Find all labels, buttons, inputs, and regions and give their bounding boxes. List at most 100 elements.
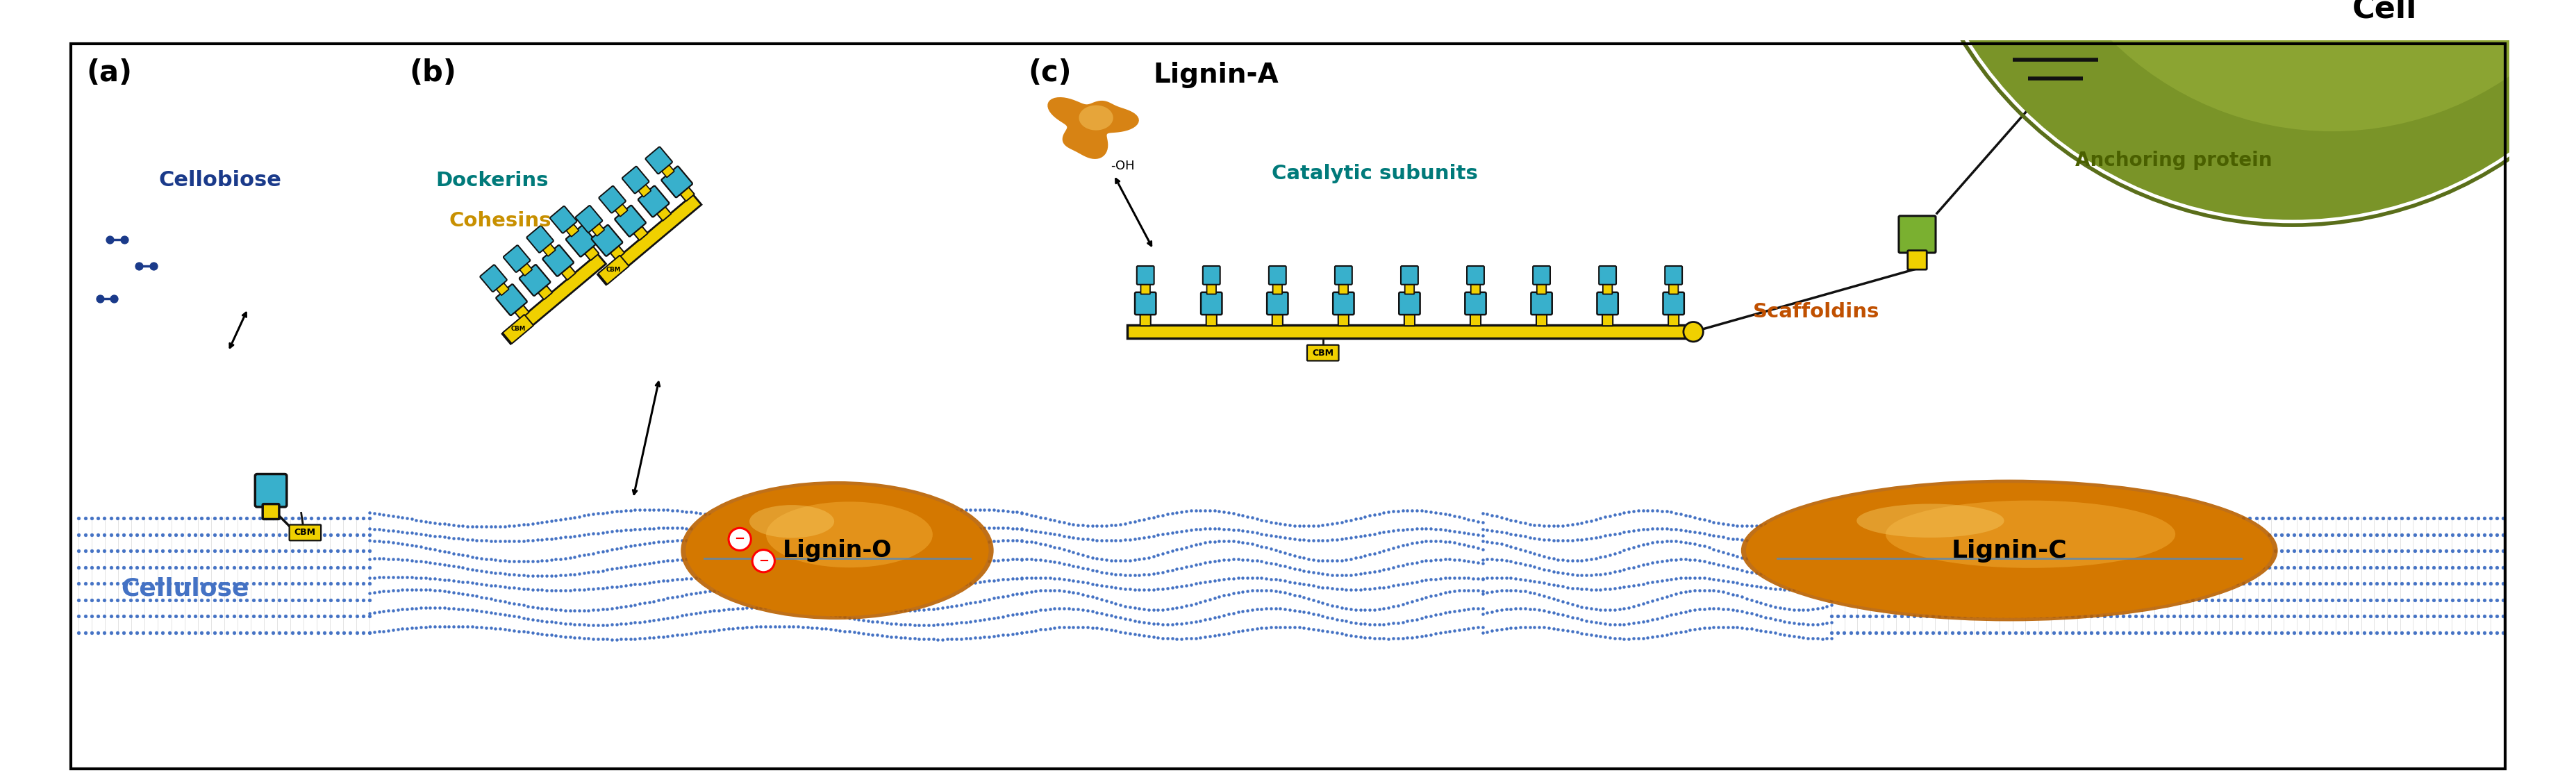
FancyBboxPatch shape bbox=[538, 284, 551, 299]
FancyBboxPatch shape bbox=[598, 186, 626, 213]
Bar bbox=[502, 254, 605, 344]
FancyBboxPatch shape bbox=[1538, 283, 1546, 294]
FancyBboxPatch shape bbox=[1909, 250, 1927, 270]
FancyBboxPatch shape bbox=[1399, 292, 1419, 315]
Text: CBM: CBM bbox=[1311, 349, 1334, 357]
FancyBboxPatch shape bbox=[1340, 283, 1347, 294]
Circle shape bbox=[752, 550, 775, 572]
FancyBboxPatch shape bbox=[662, 164, 675, 177]
Circle shape bbox=[2020, 0, 2576, 131]
FancyBboxPatch shape bbox=[1471, 313, 1481, 326]
FancyBboxPatch shape bbox=[289, 525, 322, 540]
FancyBboxPatch shape bbox=[1332, 292, 1355, 315]
Bar bbox=[598, 195, 701, 284]
FancyBboxPatch shape bbox=[1669, 283, 1677, 294]
FancyBboxPatch shape bbox=[1306, 345, 1340, 361]
Ellipse shape bbox=[1857, 504, 2004, 537]
FancyBboxPatch shape bbox=[1471, 283, 1481, 294]
Text: -OH: -OH bbox=[1110, 159, 1133, 172]
FancyBboxPatch shape bbox=[513, 304, 528, 319]
FancyBboxPatch shape bbox=[1273, 283, 1283, 294]
FancyBboxPatch shape bbox=[1136, 292, 1157, 315]
FancyBboxPatch shape bbox=[1664, 266, 1682, 284]
FancyBboxPatch shape bbox=[1141, 313, 1151, 326]
FancyBboxPatch shape bbox=[1270, 266, 1285, 284]
FancyBboxPatch shape bbox=[518, 262, 533, 276]
Text: Lignin-O: Lignin-O bbox=[783, 539, 891, 562]
Text: Lignin-C: Lignin-C bbox=[1953, 539, 2069, 562]
FancyBboxPatch shape bbox=[662, 166, 693, 197]
FancyBboxPatch shape bbox=[1203, 266, 1221, 284]
FancyBboxPatch shape bbox=[1597, 292, 1618, 315]
FancyBboxPatch shape bbox=[1401, 266, 1419, 284]
FancyBboxPatch shape bbox=[636, 183, 652, 197]
Ellipse shape bbox=[765, 502, 933, 567]
FancyBboxPatch shape bbox=[520, 264, 551, 296]
FancyBboxPatch shape bbox=[611, 245, 623, 260]
FancyBboxPatch shape bbox=[592, 225, 623, 256]
FancyBboxPatch shape bbox=[647, 147, 672, 174]
FancyBboxPatch shape bbox=[1664, 292, 1685, 315]
FancyBboxPatch shape bbox=[1669, 313, 1680, 326]
Text: Dockerins: Dockerins bbox=[435, 171, 549, 190]
Text: (a): (a) bbox=[88, 59, 131, 87]
Circle shape bbox=[1685, 322, 1703, 342]
FancyBboxPatch shape bbox=[680, 186, 696, 201]
Polygon shape bbox=[1079, 105, 1113, 131]
FancyBboxPatch shape bbox=[1899, 216, 1935, 253]
FancyBboxPatch shape bbox=[1530, 292, 1553, 315]
Circle shape bbox=[729, 528, 752, 550]
FancyBboxPatch shape bbox=[1206, 283, 1216, 294]
FancyBboxPatch shape bbox=[1337, 313, 1350, 326]
FancyBboxPatch shape bbox=[1602, 313, 1613, 326]
FancyBboxPatch shape bbox=[502, 245, 531, 272]
FancyBboxPatch shape bbox=[634, 225, 647, 240]
FancyBboxPatch shape bbox=[613, 203, 629, 216]
FancyBboxPatch shape bbox=[541, 243, 556, 256]
Ellipse shape bbox=[1741, 479, 2277, 621]
Text: −: − bbox=[734, 533, 744, 546]
FancyBboxPatch shape bbox=[657, 206, 670, 220]
Text: −: − bbox=[757, 555, 768, 567]
FancyBboxPatch shape bbox=[1141, 283, 1149, 294]
FancyBboxPatch shape bbox=[1535, 313, 1546, 326]
FancyBboxPatch shape bbox=[1404, 313, 1414, 326]
Text: Cellulose: Cellulose bbox=[121, 577, 250, 601]
FancyBboxPatch shape bbox=[562, 265, 574, 280]
Text: CBM: CBM bbox=[294, 528, 317, 537]
FancyBboxPatch shape bbox=[585, 245, 598, 261]
FancyBboxPatch shape bbox=[544, 245, 574, 276]
FancyBboxPatch shape bbox=[502, 315, 533, 343]
FancyBboxPatch shape bbox=[479, 265, 507, 291]
FancyBboxPatch shape bbox=[1334, 266, 1352, 284]
Text: Anchoring protein: Anchoring protein bbox=[2076, 151, 2272, 170]
FancyBboxPatch shape bbox=[497, 284, 528, 315]
Polygon shape bbox=[1048, 97, 1139, 159]
Ellipse shape bbox=[1747, 483, 2272, 618]
FancyBboxPatch shape bbox=[263, 504, 278, 519]
FancyBboxPatch shape bbox=[1600, 266, 1615, 284]
FancyBboxPatch shape bbox=[1200, 292, 1221, 315]
FancyBboxPatch shape bbox=[564, 223, 580, 237]
FancyBboxPatch shape bbox=[1533, 266, 1551, 284]
FancyBboxPatch shape bbox=[1136, 266, 1154, 284]
Text: (c): (c) bbox=[1028, 59, 1072, 87]
Text: Lignin-A: Lignin-A bbox=[1154, 62, 1278, 88]
Text: Scaffoldins: Scaffoldins bbox=[1752, 302, 1880, 322]
FancyBboxPatch shape bbox=[1602, 283, 1613, 294]
FancyBboxPatch shape bbox=[623, 166, 649, 193]
FancyBboxPatch shape bbox=[1466, 292, 1486, 315]
FancyBboxPatch shape bbox=[495, 282, 510, 295]
FancyBboxPatch shape bbox=[255, 474, 286, 507]
FancyBboxPatch shape bbox=[574, 206, 603, 233]
Text: Catalytic subunits: Catalytic subunits bbox=[1273, 164, 1479, 183]
FancyBboxPatch shape bbox=[1404, 283, 1414, 294]
Text: (b): (b) bbox=[410, 59, 456, 87]
Ellipse shape bbox=[1886, 500, 2174, 568]
FancyBboxPatch shape bbox=[616, 206, 647, 237]
FancyBboxPatch shape bbox=[1273, 313, 1283, 326]
Text: Cohesins: Cohesins bbox=[448, 212, 551, 231]
FancyBboxPatch shape bbox=[1206, 313, 1216, 326]
Text: CBM: CBM bbox=[605, 267, 621, 273]
FancyBboxPatch shape bbox=[551, 206, 577, 233]
